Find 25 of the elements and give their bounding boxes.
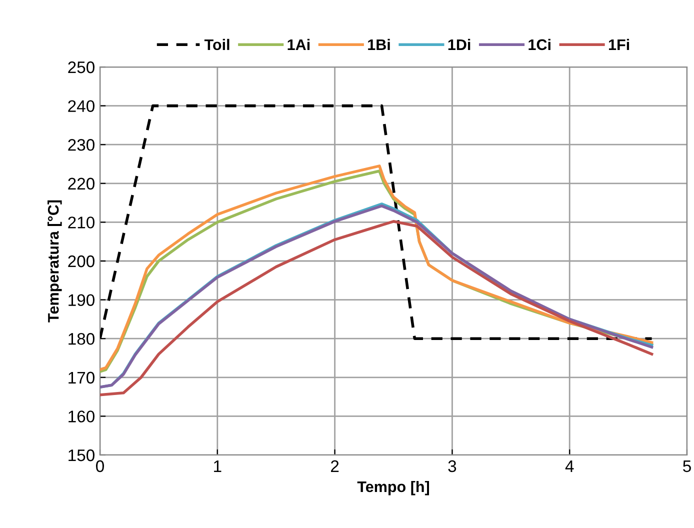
y-tick-label: 230 xyxy=(68,139,94,151)
y-tick-label: 150 xyxy=(68,449,94,462)
y-tick-label: 170 xyxy=(68,372,94,384)
y-tick-label: 180 xyxy=(68,333,94,345)
legend-label: Toil xyxy=(204,38,230,50)
x-tick-label: 4 xyxy=(565,460,574,472)
x-tick-label: 1 xyxy=(214,460,222,472)
legend-label: 1Bi xyxy=(368,38,390,50)
x-tick-label: 2 xyxy=(331,460,339,472)
y-tick-label: 200 xyxy=(68,255,94,268)
legend-label: 1Di xyxy=(448,38,470,50)
y-tick-label: 250 xyxy=(68,61,94,74)
x-axis-title: Tempo [h] xyxy=(357,480,429,496)
y-axis-title: Temperatura [°C] xyxy=(48,200,62,322)
y-tick-label: 220 xyxy=(68,178,94,190)
y-tick-label: 190 xyxy=(68,294,94,306)
y-tick-label: 240 xyxy=(68,100,94,112)
x-tick-label: 3 xyxy=(448,460,456,472)
x-tick-label: 0 xyxy=(96,460,104,472)
legend-label: 1Ci xyxy=(528,38,550,50)
y-tick-label: 160 xyxy=(68,410,94,422)
legend-label: 1Fi xyxy=(608,38,630,50)
legend-label: 1Ai xyxy=(288,38,310,50)
x-tick-label: 5 xyxy=(683,460,691,472)
y-tick-label: 210 xyxy=(68,216,94,228)
